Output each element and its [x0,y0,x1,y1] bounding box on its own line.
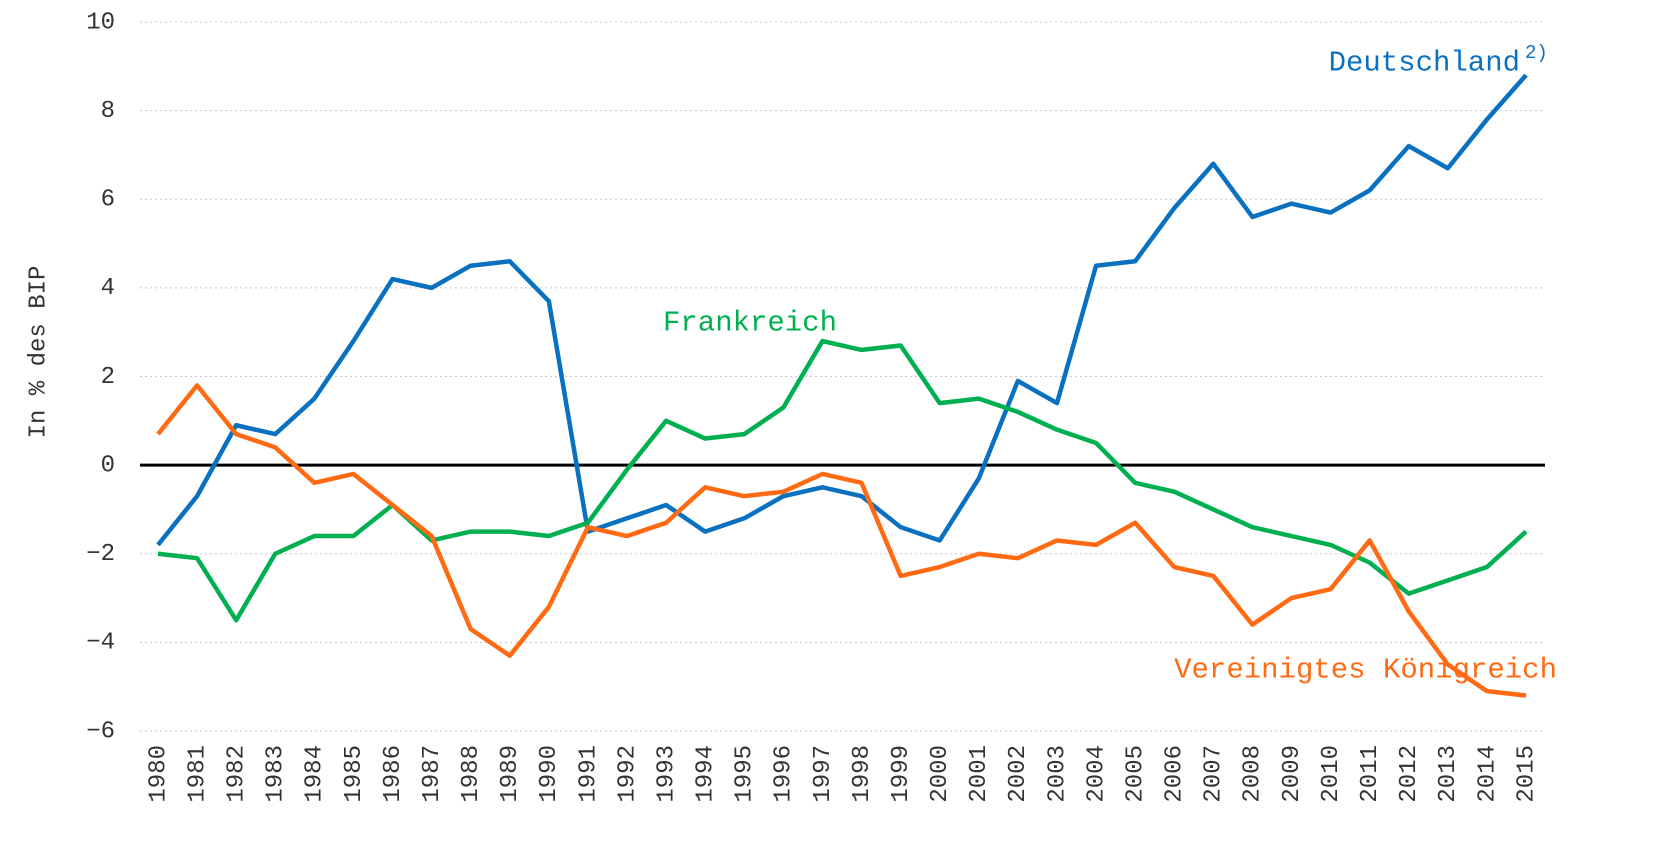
x-tick-label: 2015 [1513,745,1540,803]
x-tick-label: 2014 [1474,745,1501,803]
x-tick-label: 1991 [575,745,602,803]
x-tick-label: 2007 [1201,745,1228,803]
x-tick-label: 1999 [888,745,915,803]
series-line [156,73,1528,547]
y-tick-label: 8 [101,98,115,125]
x-tick-label: 1992 [614,745,641,803]
y-axis-label: In % des BIP [25,266,52,439]
x-tick-label: 1984 [302,745,329,803]
x-tick-label: 1994 [693,745,720,803]
x-tick-label: 1986 [380,745,407,803]
x-tick-label: 1982 [224,745,251,803]
y-tick-label: 10 [86,9,115,36]
x-tick-label: 1985 [341,745,368,803]
x-tick-label: 2010 [1318,745,1345,803]
x-tick-label: 1983 [263,745,290,803]
x-tick-label: 1996 [771,745,798,803]
x-tick-label: 1981 [184,745,211,803]
x-tick-label: 1993 [653,745,680,803]
series-label: Frankreich [663,307,837,340]
x-tick-label: 1988 [458,745,485,803]
x-tick-label: 2000 [927,745,954,803]
series-line [157,338,1528,623]
series-line [156,383,1527,698]
x-tick-label: 2008 [1240,745,1267,803]
y-tick-label: −2 [86,541,115,568]
x-tick-label: 2011 [1357,745,1384,803]
y-tick-label: 0 [101,452,115,479]
x-tick-label: 1987 [419,745,446,803]
x-tick-label: 2009 [1279,745,1306,803]
y-tick-label: −6 [86,718,115,745]
series-label: Vereinigtes Königreich [1174,654,1557,687]
x-tick-label: 1998 [849,745,876,803]
series-label: Deutschland [1329,47,1520,80]
x-tick-label: 1997 [810,745,837,803]
x-tick-label: 1989 [497,745,524,803]
x-tick-label: 2012 [1396,745,1423,803]
x-tick-label: 1990 [536,745,563,803]
x-tick-label: 2002 [1005,745,1032,803]
x-tick-label: 2003 [1044,745,1071,803]
y-tick-label: −4 [86,630,115,657]
series-note: 2) [1525,42,1548,64]
x-tick-label: 2001 [966,745,993,803]
x-tick-label: 1995 [732,745,759,803]
y-tick-label: 4 [101,275,115,302]
x-tick-label: 1980 [145,745,172,803]
x-tick-label: 2013 [1435,745,1462,803]
x-tick-label: 2004 [1083,745,1110,803]
y-tick-label: 2 [101,364,115,391]
x-tick-label: 2005 [1122,745,1149,803]
y-tick-label: 6 [101,187,115,214]
x-tick-label: 2006 [1162,745,1189,803]
